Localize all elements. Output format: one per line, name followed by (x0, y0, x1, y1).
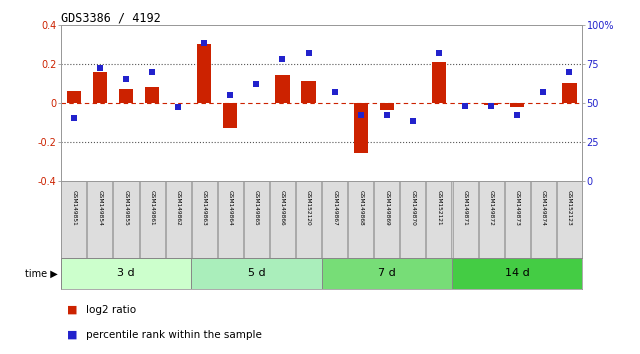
Bar (192, 181, 217, 258)
Bar (93, 72, 107, 103)
Bar (191, 258, 322, 289)
Text: 14 d: 14 d (505, 268, 529, 279)
Bar (223, 103, 237, 128)
Bar (505, 181, 530, 258)
Text: GSM149863: GSM149863 (202, 190, 207, 225)
Bar (348, 181, 373, 258)
Text: GSM149871: GSM149871 (463, 190, 468, 225)
Bar (452, 181, 477, 258)
Text: GSM149851: GSM149851 (71, 190, 76, 225)
Bar (432, 62, 446, 103)
Bar (88, 181, 113, 258)
Bar (557, 181, 582, 258)
Text: ■: ■ (67, 305, 77, 315)
Bar (270, 181, 295, 258)
Text: GSM149865: GSM149865 (254, 190, 259, 225)
Bar (113, 181, 138, 258)
Bar (380, 103, 394, 110)
Bar (510, 103, 524, 107)
Text: GDS3386 / 4192: GDS3386 / 4192 (61, 12, 161, 25)
Bar (484, 103, 499, 104)
Bar (61, 181, 86, 258)
Text: GSM149868: GSM149868 (358, 190, 364, 225)
Text: GSM152123: GSM152123 (567, 190, 572, 225)
Bar (67, 91, 81, 103)
Text: GSM149855: GSM149855 (124, 190, 129, 226)
Bar (296, 181, 321, 258)
Text: GSM149866: GSM149866 (280, 190, 285, 225)
Text: GSM149869: GSM149869 (384, 190, 389, 225)
Bar (145, 87, 159, 103)
Text: GSM152121: GSM152121 (436, 190, 442, 225)
Bar (61, 258, 191, 289)
Text: log2 ratio: log2 ratio (86, 305, 136, 315)
Text: time ▶: time ▶ (25, 268, 58, 279)
Text: ■: ■ (67, 330, 77, 339)
Text: GSM149873: GSM149873 (515, 190, 520, 226)
Bar (401, 181, 426, 258)
Bar (197, 44, 211, 103)
Text: 7 d: 7 d (378, 268, 396, 279)
Bar (140, 181, 164, 258)
Bar (562, 83, 577, 103)
Text: 5 d: 5 d (248, 268, 265, 279)
Bar (275, 75, 290, 103)
Text: GSM149862: GSM149862 (175, 190, 180, 225)
Bar (119, 89, 133, 103)
Bar (244, 181, 269, 258)
Bar (426, 181, 451, 258)
Bar (322, 181, 347, 258)
Text: GSM149872: GSM149872 (488, 190, 493, 226)
Text: GSM149861: GSM149861 (150, 190, 155, 225)
Bar (166, 181, 191, 258)
Text: GSM149870: GSM149870 (410, 190, 415, 226)
Bar (322, 258, 452, 289)
Bar (301, 81, 316, 103)
Text: GSM149864: GSM149864 (228, 190, 233, 225)
Bar (353, 103, 368, 153)
Text: percentile rank within the sample: percentile rank within the sample (86, 330, 262, 339)
Text: GSM149874: GSM149874 (541, 190, 546, 226)
Bar (531, 181, 556, 258)
Bar (218, 181, 243, 258)
Text: 3 d: 3 d (117, 268, 135, 279)
Bar (374, 181, 399, 258)
Text: GSM152120: GSM152120 (306, 190, 311, 225)
Bar (452, 258, 582, 289)
Text: GSM149854: GSM149854 (97, 190, 102, 226)
Bar (479, 181, 504, 258)
Text: GSM149867: GSM149867 (332, 190, 337, 225)
